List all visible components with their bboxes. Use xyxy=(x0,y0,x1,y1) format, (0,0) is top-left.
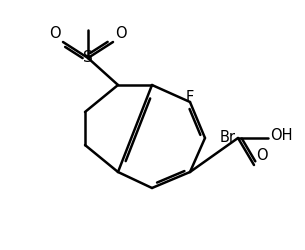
Text: F: F xyxy=(186,90,194,105)
Text: O: O xyxy=(256,148,267,163)
Text: Br: Br xyxy=(220,130,236,146)
Text: O: O xyxy=(49,26,61,41)
Text: O: O xyxy=(115,26,127,41)
Text: OH: OH xyxy=(270,128,292,144)
Text: S: S xyxy=(83,50,93,66)
